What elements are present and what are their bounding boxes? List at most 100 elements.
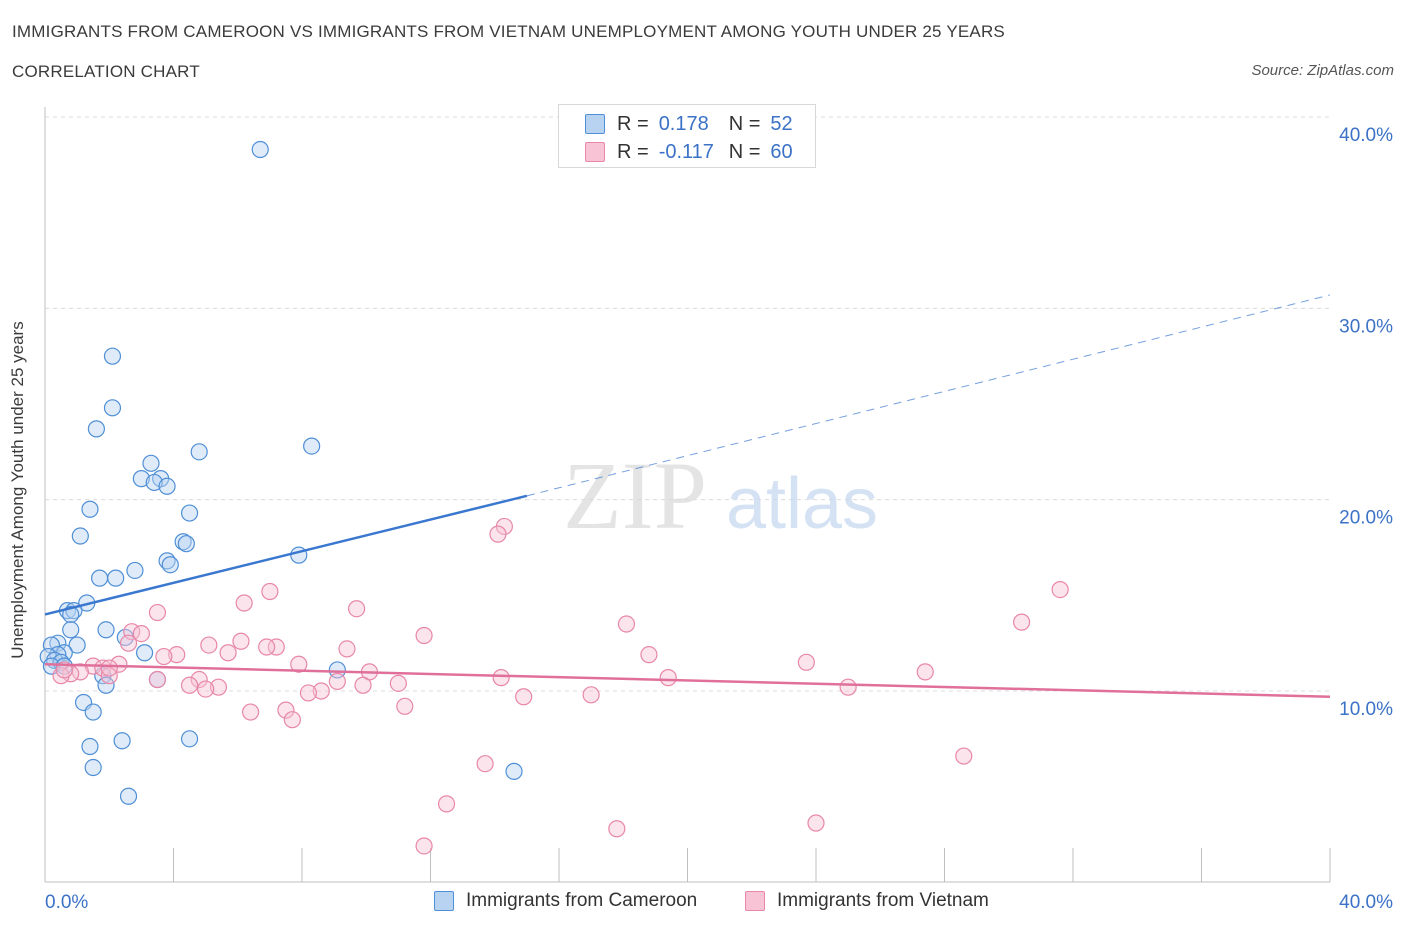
stats-legend: R = 0.178 N = 52 R = -0.117 N = 60 bbox=[558, 104, 816, 168]
cameroon-point bbox=[87, 420, 106, 438]
source-label: Source: ZipAtlas.com bbox=[1251, 62, 1394, 79]
cameroon-point bbox=[142, 454, 160, 472]
vietnam-point bbox=[415, 837, 433, 855]
cameroon-point bbox=[71, 527, 89, 545]
cameroon-point bbox=[62, 621, 80, 639]
vietnam-point bbox=[608, 820, 626, 838]
vietnam-point bbox=[659, 669, 677, 687]
cameroon-point bbox=[62, 605, 80, 624]
vietnam-point bbox=[955, 747, 973, 765]
vietnam-point bbox=[515, 688, 533, 706]
cameroon-point bbox=[145, 473, 163, 492]
cameroon-point bbox=[97, 676, 115, 694]
cameroon-point bbox=[135, 644, 154, 662]
vietnam-point bbox=[209, 678, 228, 696]
y-tick-label: 30.0% bbox=[1339, 316, 1393, 337]
vietnam-point bbox=[839, 678, 857, 696]
r-value: 0.178 bbox=[658, 112, 709, 135]
tick-labels: 10.0% 20.0% 30.0% 40.0% 0.0% 40.0% bbox=[45, 125, 1393, 913]
cameroon-point bbox=[132, 470, 150, 488]
cameroon-point bbox=[177, 535, 195, 553]
vietnam-point bbox=[348, 600, 366, 618]
vietnam-point bbox=[258, 638, 276, 656]
cameroon-point bbox=[103, 347, 122, 365]
y-tick-label: 40.0% bbox=[1339, 125, 1393, 146]
vietnam-point bbox=[415, 626, 433, 645]
n-label: N = bbox=[728, 112, 761, 135]
cameroon-point bbox=[84, 758, 102, 777]
vietnam-legend-swatch bbox=[745, 891, 765, 911]
vietnam-point bbox=[190, 670, 208, 689]
vietnam-point bbox=[100, 659, 118, 677]
vietnam-point bbox=[219, 644, 237, 662]
vietnam-point bbox=[299, 684, 318, 702]
vietnam-point bbox=[489, 525, 507, 543]
vietnam-point bbox=[916, 663, 934, 681]
cameroon-trend-line bbox=[44, 494, 528, 616]
x-tick-label-min: 0.0% bbox=[45, 892, 88, 913]
data-points bbox=[39, 140, 1069, 855]
cameroon-point bbox=[68, 636, 86, 654]
vietnam-point bbox=[797, 653, 815, 671]
cameroon-swatch bbox=[585, 114, 605, 134]
cameroon-point bbox=[119, 787, 138, 805]
vietnam-point bbox=[148, 670, 167, 689]
cameroon-point bbox=[158, 477, 176, 495]
stats-row-vietnam: R = -0.117 N = 60 bbox=[585, 140, 793, 164]
vietnam-point bbox=[261, 582, 279, 601]
vietnam-point bbox=[1012, 613, 1031, 631]
r-label: R = bbox=[617, 140, 649, 163]
cameroon-point bbox=[303, 437, 321, 455]
vietnam-point bbox=[267, 638, 285, 656]
vietnam-point bbox=[180, 676, 199, 694]
x-tick-label-max: 40.0% bbox=[1339, 892, 1393, 913]
vietnam-point bbox=[132, 624, 150, 643]
cameroon-legend-swatch bbox=[434, 891, 454, 911]
vietnam-point bbox=[396, 697, 414, 715]
cameroon-trend-extension bbox=[526, 294, 1331, 497]
chart-title: IMMIGRANTS FROM CAMEROON VS IMMIGRANTS F… bbox=[12, 22, 1005, 41]
cameroon-point bbox=[180, 504, 199, 522]
vietnam-point bbox=[476, 755, 494, 773]
n-label: N = bbox=[728, 140, 761, 163]
cameroon-point bbox=[84, 703, 102, 721]
cameroon-point bbox=[113, 732, 131, 750]
y-axis-label: Unemployment Among Youth under 25 years bbox=[8, 321, 27, 659]
vietnam-point bbox=[290, 655, 308, 673]
legend-item-cameroon: Immigrants from Cameroon bbox=[434, 888, 697, 914]
trend-lines bbox=[44, 294, 1331, 698]
cameroon-point bbox=[103, 399, 122, 417]
stats-row-cameroon: R = 0.178 N = 52 bbox=[585, 112, 793, 136]
r-label: R = bbox=[617, 112, 649, 135]
vietnam-point bbox=[242, 703, 260, 721]
watermark: ZIP atlas bbox=[563, 442, 878, 549]
vietnam-point bbox=[232, 632, 250, 650]
cameroon-point bbox=[107, 569, 125, 587]
cameroon-point bbox=[161, 556, 179, 574]
vietnam-point bbox=[148, 603, 167, 622]
vietnam-point bbox=[283, 711, 301, 729]
cameroon-point bbox=[251, 140, 269, 159]
vietnam-point bbox=[119, 634, 138, 652]
r-value: -0.117 bbox=[658, 140, 714, 163]
vietnam-point bbox=[437, 795, 456, 813]
legend-item-vietnam: Immigrants from Vietnam bbox=[745, 888, 989, 914]
cameroon-point bbox=[81, 500, 99, 518]
vietnam-point bbox=[312, 682, 330, 700]
y-tick-label: 20.0% bbox=[1339, 508, 1393, 529]
vietnam-point bbox=[168, 646, 186, 664]
vietnam-point bbox=[640, 646, 658, 664]
vietnam-point bbox=[389, 674, 407, 692]
watermark-zip: ZIP bbox=[563, 442, 707, 549]
vietnam-point bbox=[1051, 580, 1069, 599]
vietnam-point bbox=[617, 615, 636, 633]
cameroon-point bbox=[505, 762, 523, 780]
cameroon-point bbox=[91, 569, 109, 587]
vietnam-point bbox=[807, 814, 825, 832]
vietnam-point bbox=[492, 669, 510, 687]
y-tick-label: 10.0% bbox=[1339, 699, 1393, 720]
n-value: 60 bbox=[770, 140, 793, 163]
vietnam-point bbox=[155, 647, 173, 666]
vietnam-point bbox=[277, 701, 295, 719]
